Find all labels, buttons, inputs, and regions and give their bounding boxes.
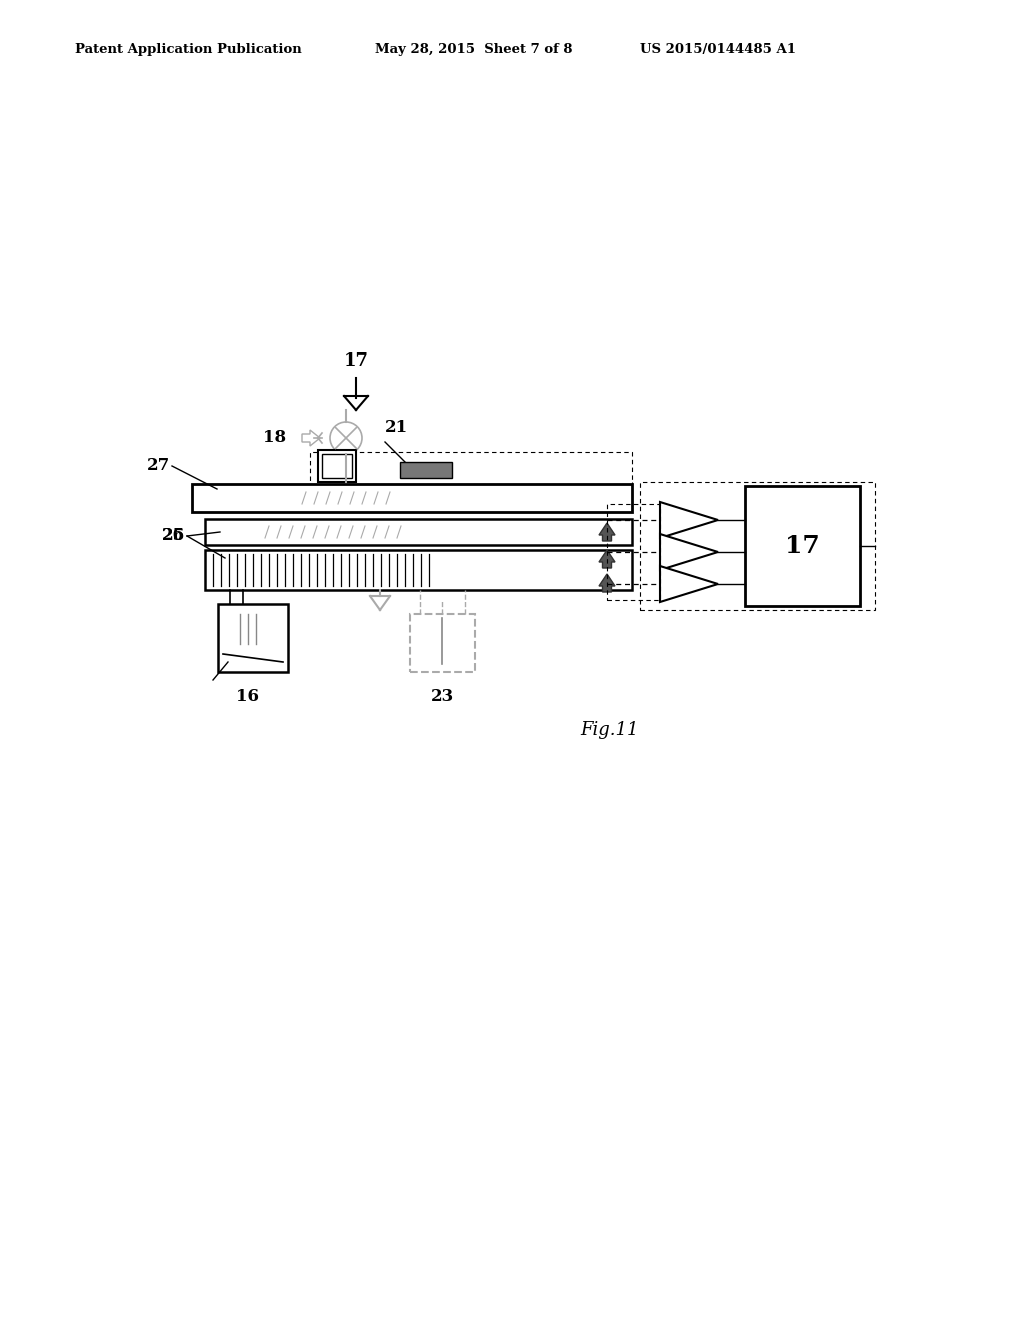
Bar <box>193 484 632 512</box>
Bar <box>310 451 632 484</box>
Text: 16: 16 <box>237 688 259 705</box>
Polygon shape <box>660 566 718 602</box>
Polygon shape <box>660 535 718 570</box>
Text: Patent Application Publication: Patent Application Publication <box>75 44 302 57</box>
Bar <box>318 450 356 482</box>
Text: 25: 25 <box>162 528 185 544</box>
FancyArrow shape <box>599 574 615 591</box>
FancyArrow shape <box>599 550 615 568</box>
Text: May 28, 2015  Sheet 7 of 8: May 28, 2015 Sheet 7 of 8 <box>375 44 572 57</box>
Text: 26: 26 <box>162 528 185 544</box>
Bar <box>218 605 288 672</box>
Text: 18: 18 <box>263 429 286 446</box>
Polygon shape <box>660 502 718 539</box>
Bar <box>745 486 860 606</box>
Bar <box>640 482 874 610</box>
Text: Fig.11: Fig.11 <box>581 721 639 739</box>
Bar <box>410 614 475 672</box>
Bar <box>322 454 352 478</box>
Bar <box>205 519 632 545</box>
Text: 17: 17 <box>784 535 819 558</box>
Bar <box>607 504 660 601</box>
Text: US 2015/0144485 A1: US 2015/0144485 A1 <box>640 44 796 57</box>
Text: 21: 21 <box>385 418 409 436</box>
FancyArrow shape <box>599 523 615 541</box>
Bar <box>205 550 632 590</box>
Text: 17: 17 <box>343 352 369 370</box>
Bar <box>400 462 452 478</box>
Text: 27: 27 <box>146 458 170 474</box>
Text: 23: 23 <box>430 688 454 705</box>
